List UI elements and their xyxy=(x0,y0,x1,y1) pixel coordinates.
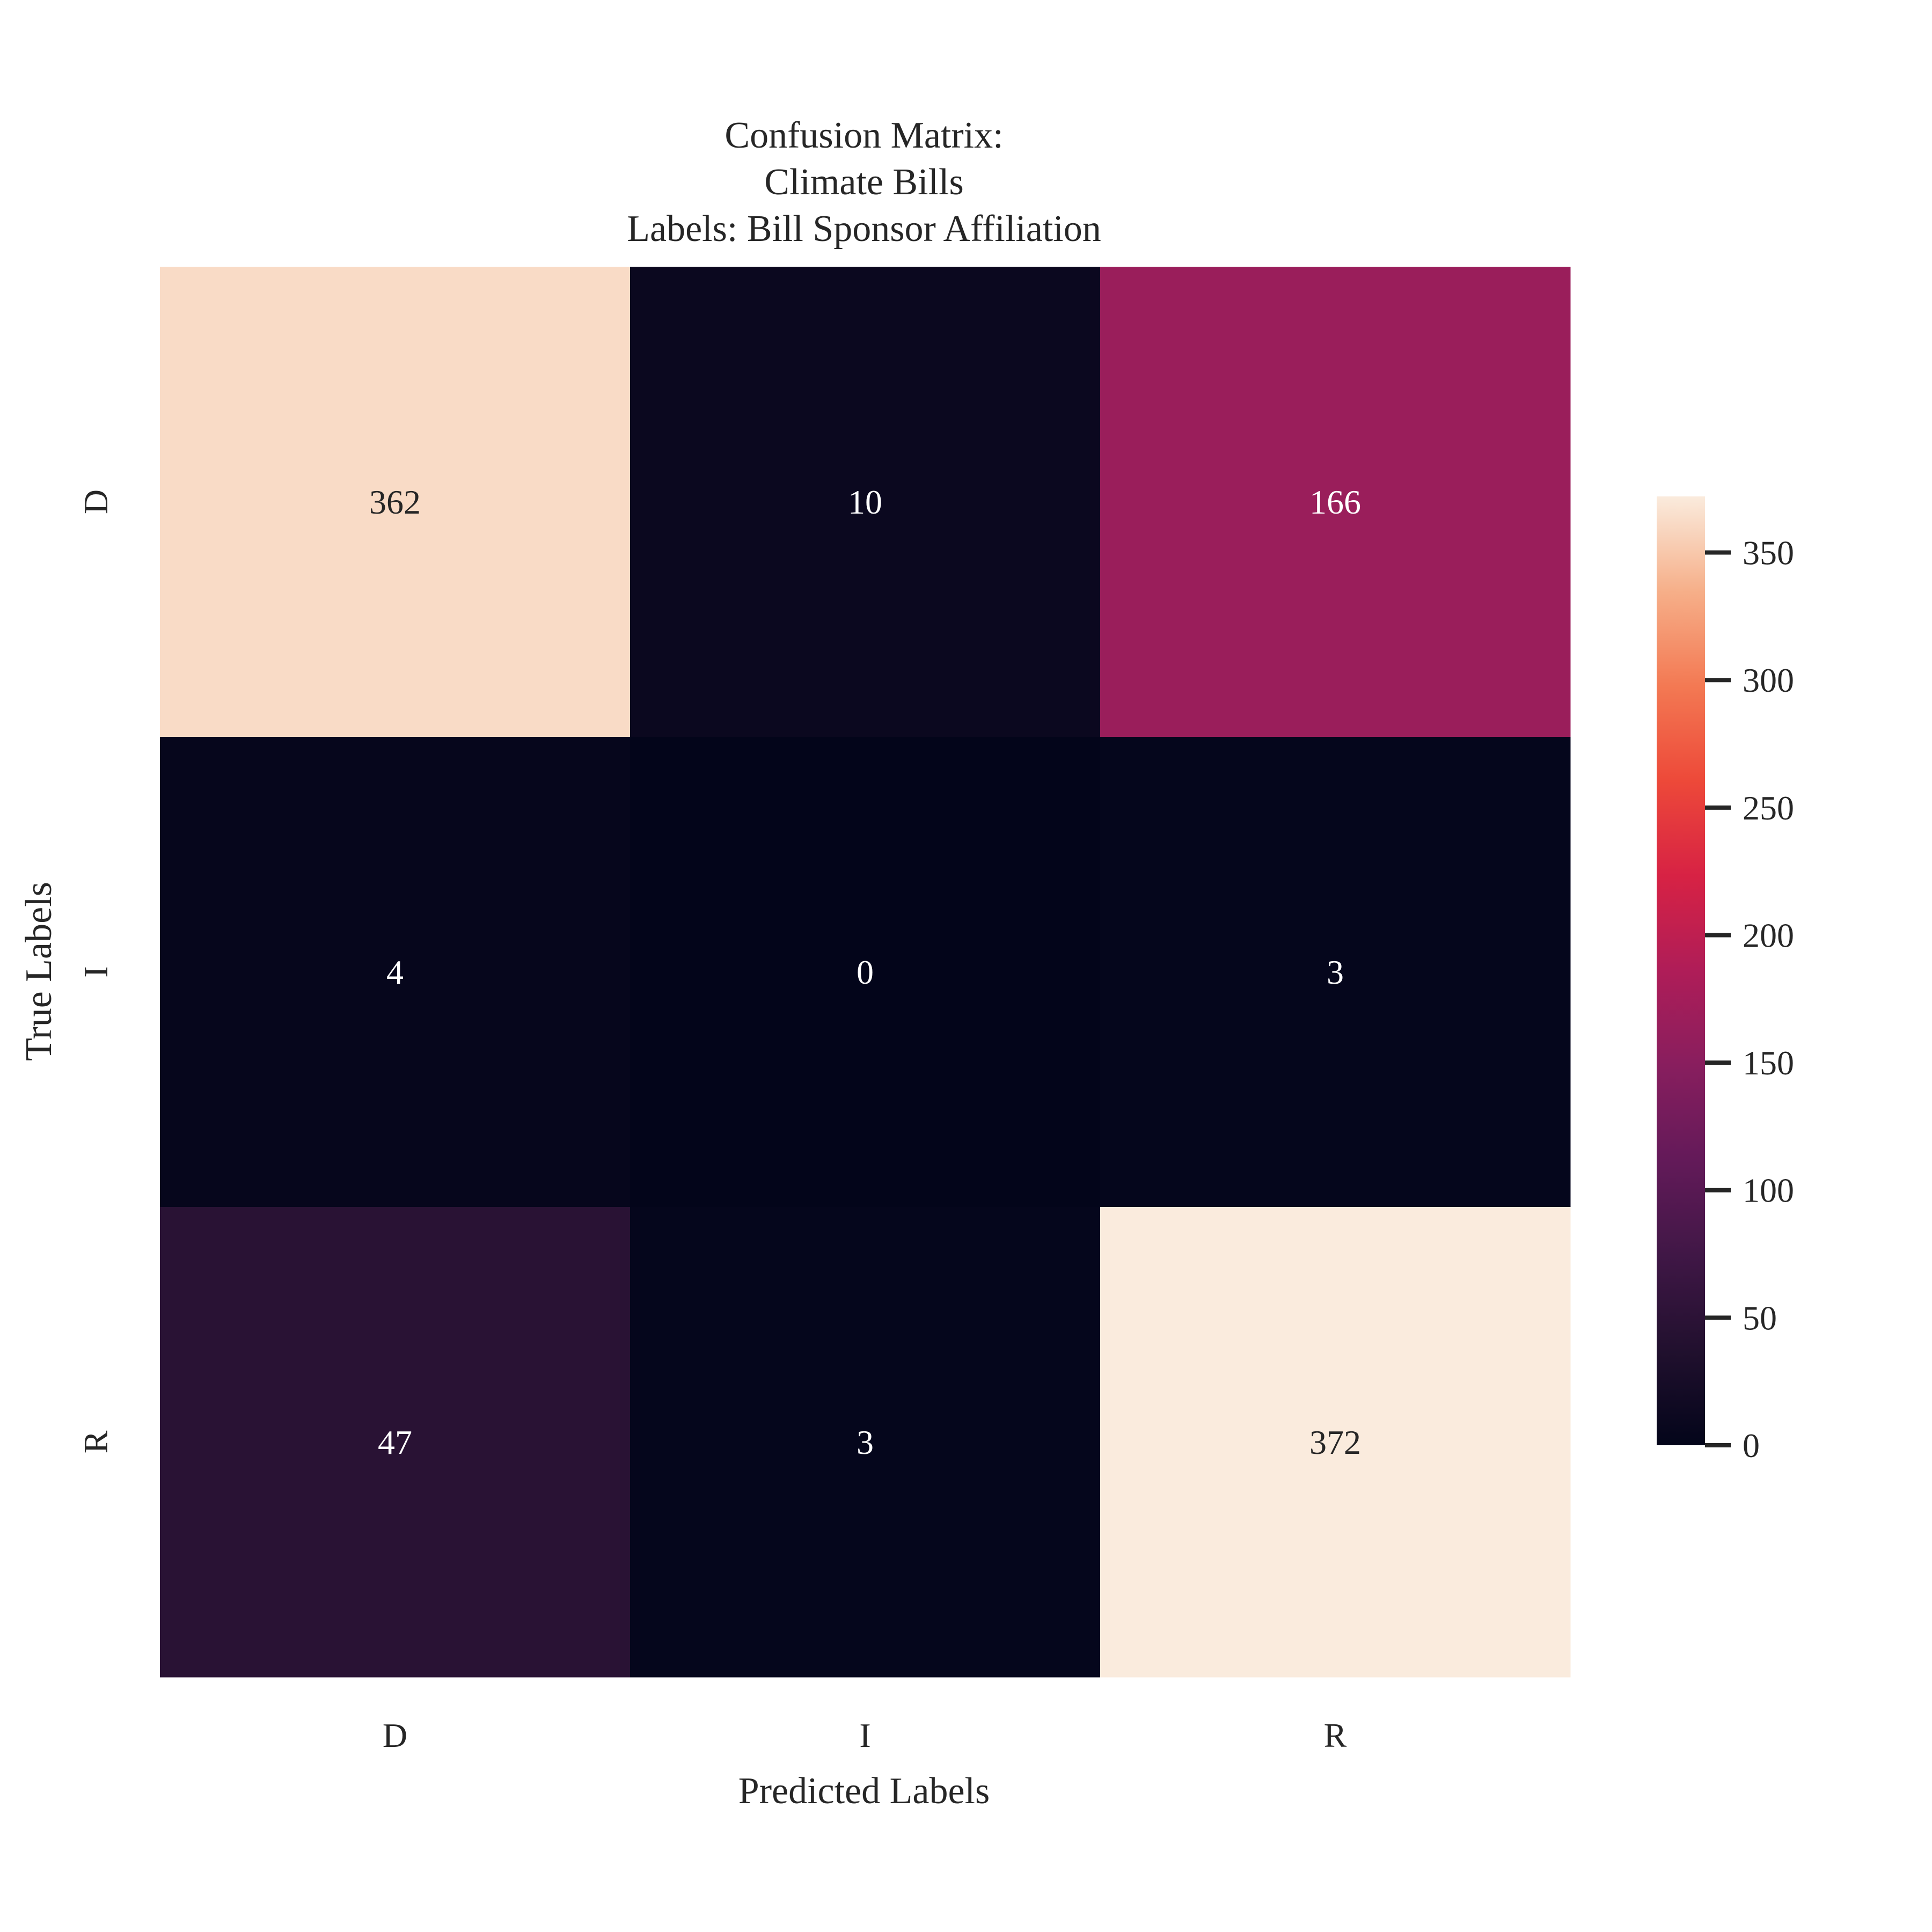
heatmap-cell-D-I xyxy=(630,267,1101,737)
colorbar-gradient xyxy=(1657,496,1705,1445)
colorbar-tick-label: 50 xyxy=(1743,1299,1777,1337)
chart-title-line-1: Confusion Matrix: xyxy=(724,115,1003,156)
x-tick-label: R xyxy=(1324,1716,1347,1754)
chart-title: Confusion Matrix: Climate Bills Labels: … xyxy=(627,115,1101,250)
cell-value-label: 10 xyxy=(848,483,882,521)
cell-value-label: 372 xyxy=(1309,1423,1361,1461)
colorbar-tick-label: 200 xyxy=(1743,916,1794,954)
x-axis-label: Predicted Labels xyxy=(738,1770,990,1812)
heatmap-grid xyxy=(160,267,1571,1678)
y-tick-label: I xyxy=(77,966,115,977)
heatmap-cell-I-I xyxy=(630,737,1101,1208)
x-tick-label: D xyxy=(383,1716,407,1754)
colorbar-tick-label: 350 xyxy=(1743,534,1794,572)
heatmap-cell-R-D xyxy=(160,1207,631,1678)
y-tick-labels: D I R xyxy=(77,489,115,1453)
heatmap-cell-R-I xyxy=(630,1207,1101,1678)
colorbar-tick-label: 300 xyxy=(1743,661,1794,699)
chart-title-line-2: Climate Bills xyxy=(764,162,963,203)
colorbar-tick-label: 100 xyxy=(1743,1172,1794,1210)
heatmap-cell-D-R xyxy=(1100,267,1571,737)
cell-value-label: 166 xyxy=(1309,483,1361,521)
cell-value-label: 3 xyxy=(857,1423,874,1461)
colorbar-tick-label: 250 xyxy=(1743,789,1794,827)
heatmap-cell-D-D xyxy=(160,267,631,737)
cell-value-labels: 362 10 166 4 0 3 47 3 372 xyxy=(369,483,1361,1461)
heatmap-cell-I-R xyxy=(1100,737,1571,1208)
colorbar-ticks: 0 50 100 150 200 250 300 350 xyxy=(1705,534,1794,1465)
x-tick-label: I xyxy=(859,1716,870,1754)
y-tick-label: R xyxy=(77,1430,115,1453)
colorbar-tick-label: 150 xyxy=(1743,1044,1794,1082)
colorbar: 0 50 100 150 200 250 300 350 xyxy=(1657,496,1794,1465)
chart-title-line-3: Labels: Bill Sponsor Affiliation xyxy=(627,208,1101,250)
cell-value-label: 4 xyxy=(386,953,404,991)
heatmap-cell-R-R xyxy=(1100,1207,1571,1678)
heatmap-cell-I-D xyxy=(160,737,631,1208)
y-tick-label: D xyxy=(77,489,115,514)
y-axis-label: True Labels xyxy=(18,882,60,1061)
cell-value-label: 47 xyxy=(378,1423,412,1461)
cell-value-label: 362 xyxy=(369,483,421,521)
cell-value-label: 3 xyxy=(1327,953,1344,991)
colorbar-tick-label: 0 xyxy=(1743,1426,1760,1465)
cell-value-label: 0 xyxy=(857,953,874,991)
